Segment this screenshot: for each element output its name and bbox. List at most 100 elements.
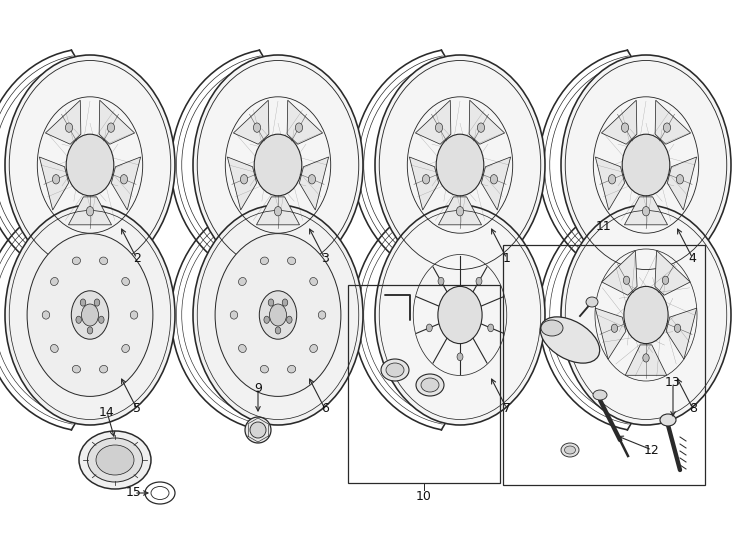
Ellipse shape bbox=[623, 276, 630, 285]
Ellipse shape bbox=[624, 286, 668, 343]
Ellipse shape bbox=[438, 286, 482, 343]
Ellipse shape bbox=[71, 291, 109, 339]
Ellipse shape bbox=[79, 431, 151, 489]
Text: 2: 2 bbox=[133, 252, 141, 265]
Ellipse shape bbox=[76, 316, 81, 323]
Polygon shape bbox=[655, 251, 690, 295]
Ellipse shape bbox=[288, 366, 296, 373]
Ellipse shape bbox=[283, 299, 288, 306]
Ellipse shape bbox=[241, 174, 247, 184]
Ellipse shape bbox=[87, 206, 94, 216]
Ellipse shape bbox=[87, 327, 92, 334]
Text: 3: 3 bbox=[321, 252, 329, 265]
Ellipse shape bbox=[254, 134, 302, 196]
Ellipse shape bbox=[540, 317, 600, 363]
Polygon shape bbox=[287, 100, 323, 144]
Polygon shape bbox=[601, 100, 637, 144]
Polygon shape bbox=[410, 157, 439, 210]
Ellipse shape bbox=[80, 299, 86, 306]
Ellipse shape bbox=[193, 55, 363, 275]
Ellipse shape bbox=[541, 320, 563, 336]
Ellipse shape bbox=[122, 278, 129, 286]
Polygon shape bbox=[112, 157, 141, 210]
Ellipse shape bbox=[5, 55, 175, 275]
Polygon shape bbox=[68, 197, 112, 225]
Ellipse shape bbox=[73, 257, 81, 265]
Polygon shape bbox=[99, 100, 134, 144]
Ellipse shape bbox=[288, 257, 296, 265]
Ellipse shape bbox=[94, 299, 100, 306]
Ellipse shape bbox=[611, 324, 617, 333]
Ellipse shape bbox=[51, 345, 58, 353]
Ellipse shape bbox=[239, 278, 246, 286]
Ellipse shape bbox=[622, 134, 670, 196]
Text: 15: 15 bbox=[126, 487, 142, 500]
Polygon shape bbox=[40, 157, 68, 210]
Ellipse shape bbox=[664, 123, 671, 132]
Ellipse shape bbox=[275, 327, 281, 334]
Ellipse shape bbox=[416, 374, 444, 396]
Ellipse shape bbox=[490, 174, 498, 184]
Text: 6: 6 bbox=[321, 402, 329, 415]
Ellipse shape bbox=[310, 345, 318, 353]
Ellipse shape bbox=[310, 278, 318, 286]
Ellipse shape bbox=[66, 134, 114, 196]
Ellipse shape bbox=[436, 134, 484, 196]
Ellipse shape bbox=[51, 278, 58, 286]
Ellipse shape bbox=[477, 123, 484, 132]
Ellipse shape bbox=[268, 299, 274, 306]
Text: 8: 8 bbox=[688, 402, 697, 415]
Ellipse shape bbox=[593, 390, 607, 400]
Ellipse shape bbox=[100, 257, 108, 265]
Ellipse shape bbox=[259, 291, 297, 339]
Bar bbox=[503, 245, 705, 485]
Polygon shape bbox=[602, 251, 637, 295]
Polygon shape bbox=[438, 197, 482, 225]
Text: 1: 1 bbox=[503, 252, 511, 265]
Ellipse shape bbox=[73, 366, 81, 373]
Ellipse shape bbox=[52, 174, 59, 184]
Polygon shape bbox=[46, 100, 81, 144]
Polygon shape bbox=[595, 157, 625, 210]
Ellipse shape bbox=[662, 276, 669, 285]
Ellipse shape bbox=[107, 123, 115, 132]
Ellipse shape bbox=[253, 123, 261, 132]
Bar bbox=[348, 285, 500, 483]
Ellipse shape bbox=[660, 414, 676, 426]
Ellipse shape bbox=[375, 55, 545, 275]
Ellipse shape bbox=[131, 311, 138, 319]
Ellipse shape bbox=[5, 205, 175, 425]
Ellipse shape bbox=[421, 378, 439, 392]
Polygon shape bbox=[415, 100, 451, 144]
Polygon shape bbox=[299, 157, 329, 210]
Text: 10: 10 bbox=[416, 490, 432, 503]
Ellipse shape bbox=[386, 363, 404, 377]
Ellipse shape bbox=[193, 205, 363, 425]
Ellipse shape bbox=[250, 422, 266, 438]
Ellipse shape bbox=[100, 366, 108, 373]
Text: 4: 4 bbox=[688, 252, 697, 265]
Ellipse shape bbox=[264, 316, 269, 323]
Ellipse shape bbox=[435, 123, 443, 132]
Ellipse shape bbox=[96, 445, 134, 475]
Text: 5: 5 bbox=[133, 402, 141, 415]
Text: 13: 13 bbox=[665, 376, 681, 389]
Ellipse shape bbox=[561, 205, 731, 425]
Ellipse shape bbox=[457, 353, 463, 361]
Ellipse shape bbox=[215, 234, 341, 396]
Ellipse shape bbox=[120, 174, 128, 184]
Ellipse shape bbox=[675, 324, 680, 333]
Ellipse shape bbox=[622, 123, 628, 132]
Ellipse shape bbox=[295, 123, 302, 132]
Text: 14: 14 bbox=[99, 406, 115, 419]
Polygon shape bbox=[256, 197, 299, 225]
Ellipse shape bbox=[43, 311, 50, 319]
Polygon shape bbox=[482, 157, 511, 210]
Ellipse shape bbox=[476, 278, 482, 285]
Ellipse shape bbox=[269, 304, 286, 326]
Ellipse shape bbox=[608, 174, 616, 184]
Ellipse shape bbox=[308, 174, 316, 184]
Ellipse shape bbox=[122, 345, 129, 353]
Ellipse shape bbox=[275, 206, 282, 216]
Polygon shape bbox=[625, 345, 666, 375]
